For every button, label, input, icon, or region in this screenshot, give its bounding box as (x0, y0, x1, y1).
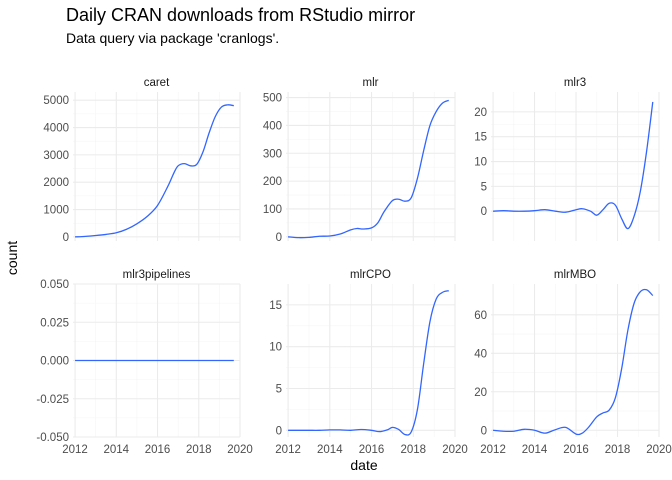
facet-strip-label: caret (144, 77, 170, 89)
y-tick-label: 0 (63, 232, 69, 244)
facet-panel: mlr3 0 5 10 15 20 (474, 77, 660, 241)
x-tick-label: 2020 (646, 444, 672, 456)
y-tick-label: 5 (481, 181, 487, 193)
facet-strip-label: mlrCPO (350, 269, 391, 281)
y-tick-label: -0.050 (36, 432, 69, 444)
y-tick-label: 15 (474, 132, 487, 144)
series-line-mlr (288, 99, 450, 239)
y-tick-label: 20 (474, 387, 487, 399)
y-tick-label: 5000 (43, 95, 69, 107)
facet-strip-label: mlr3pipelines (123, 269, 191, 281)
x-tick-label: 2016 (145, 444, 171, 456)
y-tick-label: 0 (481, 206, 487, 218)
y-tick-label: 5 (276, 384, 282, 396)
chart-subtitle: Data query via package 'cranlogs'. (66, 30, 279, 46)
y-tick-label: 4000 (43, 123, 69, 135)
y-tick-label: 0.025 (40, 317, 69, 329)
facet-strip-label: mlr3 (564, 77, 586, 89)
x-tick-label: 2018 (186, 444, 212, 456)
y-tick-label: 0 (481, 425, 487, 437)
chart-title: Daily CRAN downloads from RStudio mirror (66, 5, 415, 25)
y-tick-label: -0.025 (36, 394, 69, 406)
x-tick-label: 2014 (317, 444, 343, 456)
y-tick-label: 20 (474, 107, 487, 119)
x-axis-title: date (350, 457, 377, 473)
y-tick-label: 0.000 (40, 356, 69, 368)
y-tick-label: 10 (269, 342, 282, 354)
y-tick-label: 0 (276, 232, 282, 244)
y-tick-label: 0 (276, 425, 282, 437)
facet-panel: mlr 0 100 200 300 400 500 (263, 77, 456, 244)
series-line-mlrcpo (288, 290, 449, 436)
facet-strip-label: mlr (363, 77, 379, 89)
facet-panel: caret 0 1000 2000 3000 4000 5000 (43, 77, 241, 244)
y-tick-label: 0.050 (40, 279, 69, 291)
y-tick-label: 500 (263, 93, 282, 105)
y-tick-label: 100 (263, 204, 282, 216)
y-tick-label: 10 (474, 157, 487, 169)
series-line-mlrmbo (493, 288, 654, 436)
x-tick-label: 2020 (442, 444, 468, 456)
series-line-mlr3 (493, 101, 654, 230)
x-tick-label: 2018 (400, 444, 426, 456)
y-tick-label: 300 (263, 148, 282, 160)
facet-panel: mlr3pipelines -0.050 -0.025 0.000 0.025 0.050… (36, 269, 252, 456)
y-tick-label: 2000 (43, 177, 69, 189)
y-tick-label: 1000 (43, 205, 69, 217)
x-tick-label: 2018 (605, 444, 631, 456)
y-tick-label: 60 (474, 310, 487, 322)
facet-strip-label: mlrMBO (554, 269, 596, 281)
x-tick-label: 2016 (359, 444, 385, 456)
y-tick-label: 3000 (43, 150, 69, 162)
x-tick-label: 2016 (563, 444, 589, 456)
y-tick-label: 15 (269, 300, 282, 312)
y-tick-label: 40 (474, 348, 487, 360)
x-tick-label: 2012 (275, 444, 301, 456)
x-tick-label: 2012 (62, 444, 88, 456)
y-tick-label: 400 (263, 120, 282, 132)
x-tick-label: 2020 (227, 444, 253, 456)
x-tick-label: 2012 (480, 444, 506, 456)
x-tick-label: 2014 (522, 444, 548, 456)
facet-panel: mlrMBO 0 20 40 60 2012 2014 2016 2018 2020 (474, 269, 672, 456)
y-axis-title: count (4, 241, 20, 275)
series-line-caret (75, 104, 234, 238)
facet-panel: mlrCPO 0 5 10 15 2012 2014 2016 2018 2020 (269, 269, 468, 456)
facet-panels: caret010002000300040005000mlr01002003004… (36, 77, 671, 456)
y-tick-label: 200 (263, 176, 282, 188)
x-tick-label: 2014 (103, 444, 129, 456)
